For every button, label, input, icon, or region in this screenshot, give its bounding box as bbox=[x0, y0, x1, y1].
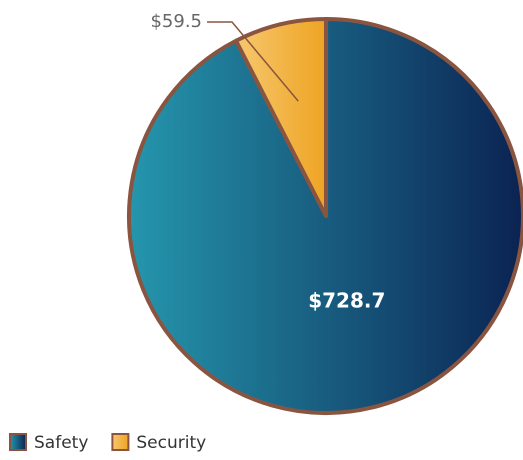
legend-swatch bbox=[9, 433, 27, 451]
leader-line bbox=[207, 21, 299, 102]
data-label: $59.5 bbox=[150, 11, 202, 32]
legend-label: Security bbox=[136, 433, 206, 453]
pie-slice bbox=[234, 17, 328, 218]
legend-label: Safety bbox=[34, 433, 88, 453]
data-label: $728.7 bbox=[308, 289, 385, 313]
legend-swatch bbox=[111, 433, 130, 451]
